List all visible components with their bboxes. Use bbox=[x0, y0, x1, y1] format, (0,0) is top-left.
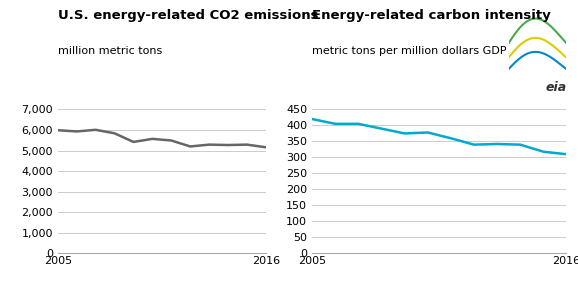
Text: eia: eia bbox=[545, 81, 566, 94]
Text: Energy-related carbon intensity: Energy-related carbon intensity bbox=[312, 9, 551, 22]
Text: metric tons per million dollars GDP: metric tons per million dollars GDP bbox=[312, 46, 507, 56]
Text: U.S. energy-related CO2 emissions: U.S. energy-related CO2 emissions bbox=[58, 9, 318, 22]
Text: million metric tons: million metric tons bbox=[58, 46, 162, 56]
